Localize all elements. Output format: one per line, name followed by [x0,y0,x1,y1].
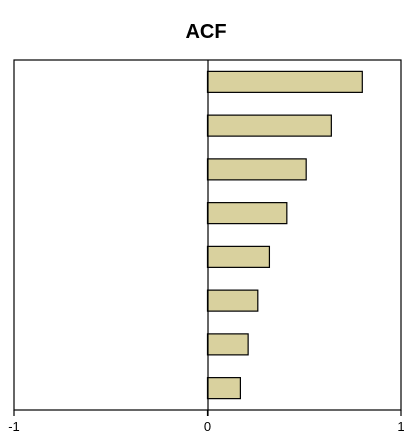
acf-bar-lag-6 [206,289,259,312]
x-tick-label-0: -1 [8,419,20,434]
acf-bar-lag-7 [206,333,249,356]
chart-title: ACF [185,21,226,43]
acf-bar-lag-5 [206,245,271,268]
acf-bar-lag-8 [206,377,241,400]
x-axis-ticks: -1 0 1 [8,410,404,434]
acf-bar-lag-2 [206,114,332,137]
acf-bar-lag-1 [206,70,363,93]
x-tick-label-2: 1 [397,419,404,434]
acf-bar-lag-3 [206,158,307,181]
x-tick-label-1: 0 [204,419,211,434]
bars-group [206,70,363,400]
acf-bar-lag-4 [206,202,288,225]
